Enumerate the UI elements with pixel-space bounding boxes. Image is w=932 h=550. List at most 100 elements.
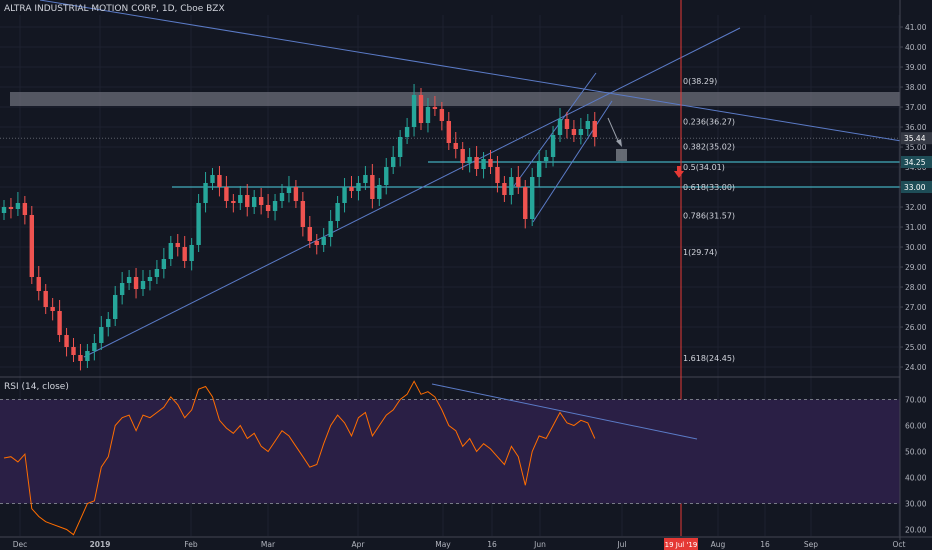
candle-body [92, 343, 97, 351]
candle-body [154, 269, 160, 277]
candle-body [578, 129, 584, 135]
time-tick-label: 16 [760, 540, 770, 549]
candle-body [203, 183, 208, 203]
price-tick-label: 36.00 [905, 123, 927, 132]
candle-body [161, 259, 167, 269]
rsi-trendline [431, 383, 698, 440]
candles [1, 84, 597, 371]
candle-body [15, 203, 21, 209]
candle-body [252, 197, 257, 207]
event-label-text: 19 Jul '19 [665, 541, 698, 549]
candle-body [189, 245, 194, 261]
rsi-tick-label: 30.00 [905, 500, 927, 509]
candle-body [8, 207, 14, 209]
price-label-tag [901, 132, 932, 145]
rsi-pane [0, 380, 900, 536]
price-tick-label: 32.00 [905, 203, 927, 212]
channel-upper [513, 72, 597, 187]
time-tick-label: Jul [616, 540, 626, 549]
candle-body [432, 107, 438, 109]
candle-body [168, 243, 173, 259]
fib-level-label: 0.786(31.57) [683, 212, 735, 221]
rsi-tick-label: 50.00 [905, 448, 927, 457]
candle-body [64, 335, 69, 347]
candle-body [22, 203, 28, 215]
projection-arrow [607, 117, 620, 144]
candle-body [564, 119, 570, 129]
price-label-text: 35.44 [904, 134, 926, 143]
candle-body [140, 281, 146, 289]
candle-body [50, 307, 55, 311]
candle-body [516, 177, 521, 187]
candle-body [279, 193, 285, 201]
time-tick-label: Sep [804, 540, 818, 549]
candle-body [495, 167, 500, 183]
ascending-trendline [83, 27, 741, 358]
candle-body [71, 347, 76, 355]
candle-body [467, 157, 472, 163]
price-tick-label: 29.00 [905, 263, 927, 272]
candle-body [391, 157, 396, 167]
candle-body [439, 109, 445, 121]
projection-arrow-head [616, 139, 622, 147]
rsi-tick-label: 20.00 [905, 526, 927, 535]
candle-body [272, 201, 278, 211]
price-tick-label: 30.00 [905, 243, 927, 252]
candle-body [293, 187, 299, 201]
candle-body [585, 121, 590, 129]
fib-level-label: 0.382(35.02) [683, 143, 735, 152]
fib-level-label: 0.236(36.27) [683, 118, 735, 127]
resistance-zone [10, 92, 900, 106]
candle-body [481, 159, 486, 169]
candle-body [550, 135, 556, 157]
price-tick-label: 26.00 [905, 323, 927, 332]
candle-body [509, 177, 514, 195]
candle-body [321, 237, 326, 245]
price-tick-label: 38.00 [905, 83, 927, 92]
time-tick-label: 16 [487, 540, 497, 549]
candle-body [29, 215, 34, 277]
price-tick-label: 37.00 [905, 103, 927, 112]
candle-body [557, 119, 563, 135]
candle-body [78, 355, 83, 361]
candle-body [446, 121, 451, 143]
candle-body [43, 291, 48, 307]
candle-body [300, 201, 306, 227]
drawings-back [0, 0, 932, 536]
candle-body [210, 175, 215, 183]
candle-body [265, 205, 271, 211]
candle-body [245, 195, 250, 207]
candle-body [119, 283, 125, 295]
candle-body [411, 95, 417, 127]
rsi-tick-label: 70.00 [905, 396, 927, 405]
time-tick-label: Dec [13, 540, 28, 549]
time-tick-label: 2019 [90, 540, 111, 549]
candle-body [592, 121, 597, 137]
price-tick-label: 25.00 [905, 343, 927, 352]
rsi-tick-label: 40.00 [905, 474, 927, 483]
candle-body [335, 203, 340, 221]
candle-body [99, 327, 104, 343]
price-tick-label: 41.00 [905, 23, 927, 32]
price-axis-bg [900, 0, 932, 550]
candle-body [488, 159, 493, 167]
candle-body [571, 129, 577, 135]
candle-body [147, 277, 153, 281]
price-tick-label: 40.00 [905, 43, 927, 52]
projection-box [616, 149, 627, 161]
candle-body [404, 127, 410, 137]
sell-marker-stem [677, 166, 681, 172]
candle-body [523, 187, 528, 219]
price-label-tag [901, 156, 932, 168]
candle-body [307, 227, 312, 241]
candle-body [106, 319, 111, 327]
candle-body [36, 277, 41, 291]
price-label-text: 33.00 [904, 183, 926, 192]
time-tick-label: May [435, 540, 451, 549]
candle-body [425, 107, 431, 123]
candle-body [502, 183, 507, 195]
fib-level-label: 0.5(34.01) [683, 163, 725, 172]
candle-body [530, 177, 535, 219]
candle-body [231, 201, 236, 203]
